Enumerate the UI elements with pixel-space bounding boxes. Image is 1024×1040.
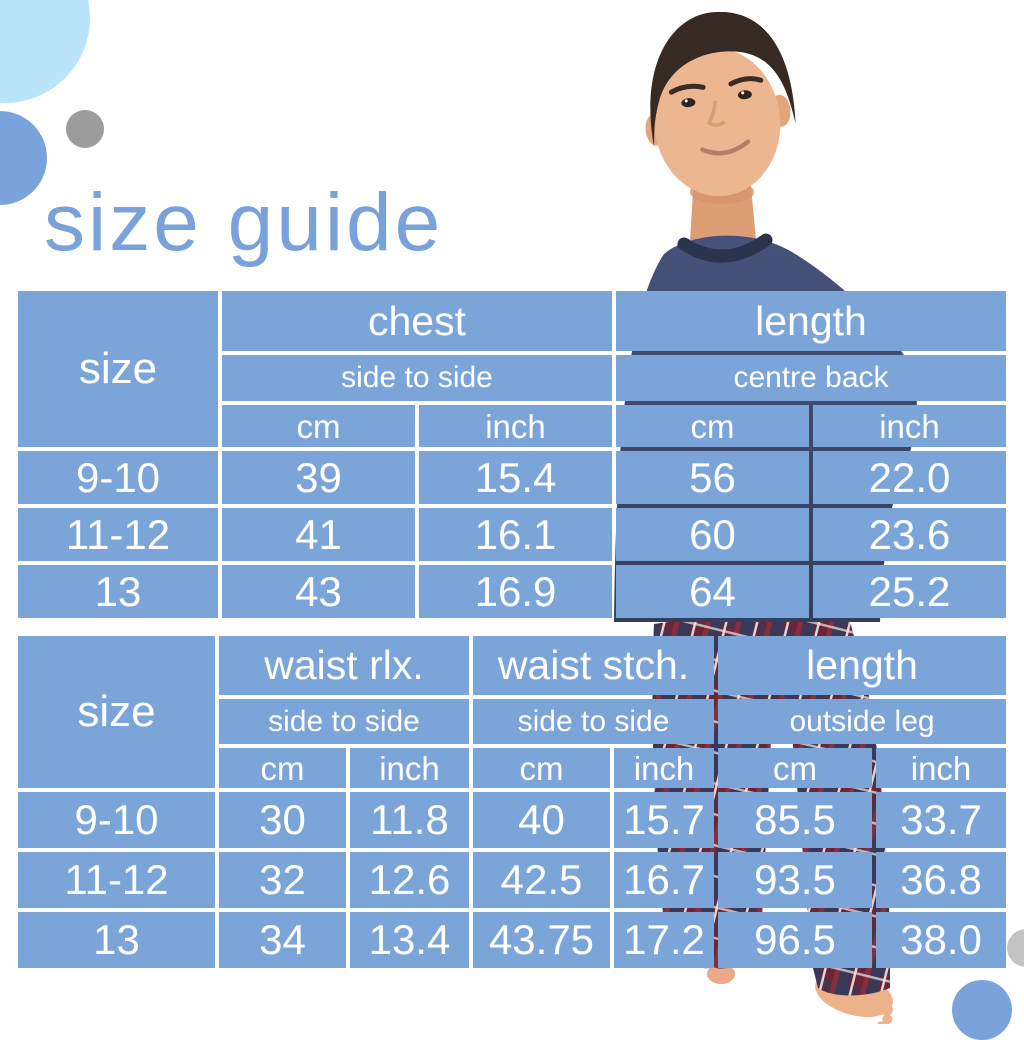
t2-sub-waist-rlx: side to side bbox=[219, 699, 469, 744]
page-title: size guide bbox=[44, 177, 444, 268]
t2-cell: 42.5 bbox=[473, 852, 610, 908]
t1-cell: 15.4 bbox=[419, 451, 612, 504]
t1-cell: 60 bbox=[616, 508, 809, 561]
t2-unit: cm bbox=[473, 748, 610, 788]
t2-cell: 15.7 bbox=[614, 792, 715, 848]
mouth-smile bbox=[700, 139, 751, 156]
t2-cell: 17.2 bbox=[614, 912, 715, 968]
t1-cell: 39 bbox=[222, 451, 415, 504]
t2-sub-waist-stch: side to side bbox=[473, 699, 715, 744]
t1-cell: 41 bbox=[222, 508, 415, 561]
t1-unit: cm bbox=[616, 405, 809, 447]
left-eyebrow bbox=[668, 83, 706, 95]
t2-cell: 12.6 bbox=[350, 852, 469, 908]
left-eye-glint bbox=[684, 99, 688, 103]
table-row: 11-12 41 16.1 60 23.6 bbox=[18, 508, 1006, 561]
decor-circle-gray-bottom-right bbox=[1007, 929, 1024, 967]
t1-row-size: 9-10 bbox=[18, 451, 218, 504]
t1-unit: inch bbox=[419, 405, 612, 447]
t1-unit: cm bbox=[222, 405, 415, 447]
size-table-bottom: size waist rlx. waist stch. length side … bbox=[18, 636, 1006, 968]
t2-unit: inch bbox=[614, 748, 715, 788]
t2-cell: 36.8 bbox=[876, 852, 1006, 908]
t2-unit: inch bbox=[876, 748, 1006, 788]
t2-row-size: 11-12 bbox=[18, 852, 215, 908]
t2-group-length: length bbox=[718, 636, 1006, 695]
t2-group-waist-stch: waist stch. bbox=[473, 636, 715, 695]
t2-cell: 11.8 bbox=[350, 792, 469, 848]
right-eye-glint bbox=[741, 91, 745, 95]
t2-unit: cm bbox=[718, 748, 873, 788]
t2-sub-length: outside leg bbox=[718, 699, 1006, 744]
t2-cell: 32 bbox=[219, 852, 346, 908]
t2-row-size: 13 bbox=[18, 912, 215, 968]
t1-cell: 43 bbox=[222, 565, 415, 618]
t1-unit: inch bbox=[813, 405, 1006, 447]
table-row: 9-10 39 15.4 56 22.0 bbox=[18, 451, 1006, 504]
t2-cell: 96.5 bbox=[718, 912, 873, 968]
t2-row-size: 9-10 bbox=[18, 792, 215, 848]
t1-cell: 22.0 bbox=[813, 451, 1006, 504]
size-table-bottom-grid: size waist rlx. waist stch. length side … bbox=[18, 636, 1006, 968]
t1-cell: 56 bbox=[616, 451, 809, 504]
t2-size-header: size bbox=[18, 636, 215, 788]
t1-row-size: 11-12 bbox=[18, 508, 218, 561]
t2-cell: 93.5 bbox=[718, 852, 873, 908]
t1-row-size: 13 bbox=[18, 565, 218, 618]
t1-group-length: length bbox=[616, 291, 1006, 351]
size-table-top: size chest length side to side centre ba… bbox=[18, 291, 1006, 618]
t2-cell: 40 bbox=[473, 792, 610, 848]
t1-group-chest: chest bbox=[222, 291, 612, 351]
t1-sub-length: centre back bbox=[616, 355, 1006, 401]
t2-cell: 33.7 bbox=[876, 792, 1006, 848]
right-eyebrow bbox=[728, 76, 764, 87]
t1-cell: 16.9 bbox=[419, 565, 612, 618]
left-foot-toes bbox=[707, 964, 735, 984]
nose bbox=[706, 100, 726, 127]
table-row: 9-10 30 11.8 40 15.7 85.5 33.7 bbox=[18, 792, 1006, 848]
decor-circle-blue-bottom-right bbox=[952, 980, 1012, 1040]
table-row: 13 43 16.9 64 25.2 bbox=[18, 565, 1006, 618]
t2-unit: cm bbox=[219, 748, 346, 788]
t2-cell: 13.4 bbox=[350, 912, 469, 968]
t1-cell: 25.2 bbox=[813, 565, 1006, 618]
t1-cell: 23.6 bbox=[813, 508, 1006, 561]
decor-circle-gray-left bbox=[66, 110, 104, 148]
t2-unit: inch bbox=[350, 748, 469, 788]
table-row: 13 34 13.4 43.75 17.2 96.5 38.0 bbox=[18, 912, 1006, 968]
t2-cell: 34 bbox=[219, 912, 346, 968]
t2-group-waist-rlx: waist rlx. bbox=[219, 636, 469, 695]
tshirt-collar bbox=[677, 233, 773, 263]
t2-cell: 85.5 bbox=[718, 792, 873, 848]
table-row: 11-12 32 12.6 42.5 16.7 93.5 36.8 bbox=[18, 852, 1006, 908]
t1-sub-chest: side to side bbox=[222, 355, 612, 401]
size-table-top-grid: size chest length side to side centre ba… bbox=[18, 291, 1006, 618]
t1-cell: 64 bbox=[616, 565, 809, 618]
t2-cell: 38.0 bbox=[876, 912, 1006, 968]
head bbox=[645, 11, 796, 197]
t2-cell: 43.75 bbox=[473, 912, 610, 968]
t1-size-header: size bbox=[18, 291, 218, 447]
t2-cell: 16.7 bbox=[614, 852, 715, 908]
t2-cell: 30 bbox=[219, 792, 346, 848]
hair bbox=[650, 11, 796, 148]
t1-cell: 16.1 bbox=[419, 508, 612, 561]
